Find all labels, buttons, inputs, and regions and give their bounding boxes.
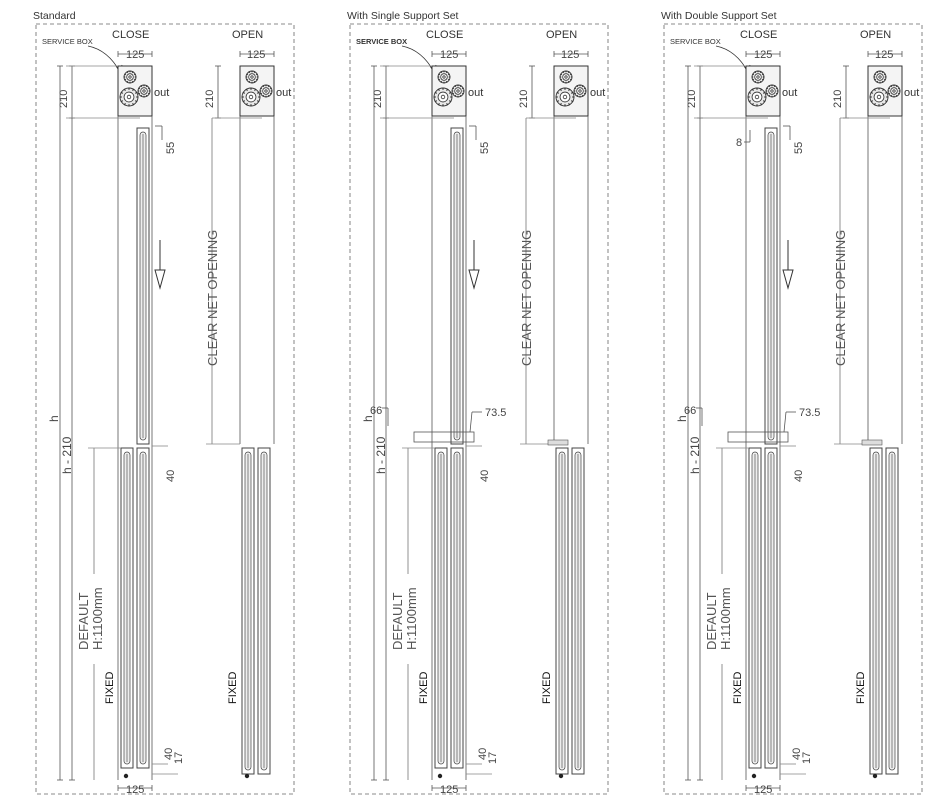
panel-title: With Double Support Set xyxy=(661,10,777,22)
fixed-close-label: FIXED xyxy=(418,672,430,704)
dim-40-mid: 40 xyxy=(479,470,491,482)
open-label: OPEN xyxy=(232,29,263,41)
leader-line xyxy=(715,45,749,73)
direction-arrow-icon xyxy=(154,269,166,290)
close-label: CLOSE xyxy=(426,29,463,41)
dim-17: 17 xyxy=(801,752,813,764)
dim-top-open: 125 xyxy=(247,49,265,61)
panel-title: With Single Support Set xyxy=(347,10,459,22)
dim-17: 17 xyxy=(173,752,185,764)
support-set xyxy=(413,431,475,443)
default-label: DEFAULT xyxy=(704,592,719,650)
panel-frame xyxy=(663,23,923,795)
dim-40-mid: 40 xyxy=(793,470,805,482)
bottom-roller xyxy=(558,773,564,779)
dim-h: h xyxy=(47,415,61,422)
fixed-open-label: FIXED xyxy=(855,672,867,704)
height-label: H:1100mm xyxy=(718,587,733,650)
bottom-roller xyxy=(244,773,250,779)
fixed-open-label: FIXED xyxy=(541,672,553,704)
dim-17: 17 xyxy=(487,752,499,764)
bottom-roller xyxy=(123,773,129,779)
panel-3: With Double Support Set SERVICE BOX CLOSE O… xyxy=(661,10,923,796)
out-label-close: out xyxy=(154,87,169,99)
dim-bottom: 125 xyxy=(126,784,144,796)
dim-210-open: 210 xyxy=(832,90,844,108)
height-label: H:1100mm xyxy=(90,587,105,650)
dim-40-bottom: 40 xyxy=(163,748,175,760)
out-label-close: out xyxy=(782,87,797,99)
bottom-roller xyxy=(437,773,443,779)
dim-top-open: 125 xyxy=(561,49,579,61)
default-label: DEFAULT xyxy=(390,592,405,650)
dim-40-bottom: 40 xyxy=(477,748,489,760)
dim-h-210: h - 210 xyxy=(374,436,388,474)
close-label: CLOSE xyxy=(112,29,149,41)
dim-h-210: h - 210 xyxy=(688,436,702,474)
clear-net-opening: CLEAR NET OPENING xyxy=(519,230,534,366)
dim-top-open: 125 xyxy=(875,49,893,61)
dim-210-close: 210 xyxy=(686,90,698,108)
direction-arrow-icon xyxy=(782,269,794,290)
out-label-open: out xyxy=(590,87,605,99)
out-label-close: out xyxy=(468,87,483,99)
service-box-label: SERVICE BOX xyxy=(42,37,93,46)
clear-net-opening: CLEAR NET OPENING xyxy=(833,230,848,366)
dim-h-210: h - 210 xyxy=(60,436,74,474)
panel-frame xyxy=(349,23,609,795)
dim-210-close: 210 xyxy=(58,90,70,108)
dim-210-open: 210 xyxy=(518,90,530,108)
dim-top-close: 125 xyxy=(440,49,458,61)
clear-net-opening: CLEAR NET OPENING xyxy=(205,230,220,366)
dim-210-close: 210 xyxy=(372,90,384,108)
support-set xyxy=(727,431,789,443)
panel-1: Standard SERVICE BOX CLOSE OPEN 125 125 out out… xyxy=(33,10,295,796)
fixed-open-label: FIXED xyxy=(227,672,239,704)
open-label: OPEN xyxy=(860,29,891,41)
direction-arrow-icon xyxy=(468,269,480,290)
dim-top-close: 125 xyxy=(754,49,772,61)
open-label: OPEN xyxy=(546,29,577,41)
dim-h: h xyxy=(361,415,375,422)
dim-210-open: 210 xyxy=(204,90,216,108)
dim-66: 66 xyxy=(684,405,696,417)
default-label: DEFAULT xyxy=(76,592,91,650)
bottom-roller xyxy=(872,773,878,779)
dim-73-5: 73.5 xyxy=(485,407,506,419)
out-label-open: out xyxy=(276,87,291,99)
close-label: CLOSE xyxy=(740,29,777,41)
bottom-roller xyxy=(751,773,757,779)
out-label-open: out xyxy=(904,87,919,99)
panel-2: With Single Support Set SERVICE BOX CLOSE O… xyxy=(347,10,609,796)
dim-bottom: 125 xyxy=(440,784,458,796)
panel-title: Standard xyxy=(33,10,76,22)
panel-frame xyxy=(35,23,295,795)
height-label: H:1100mm xyxy=(404,587,419,650)
fixed-close-label: FIXED xyxy=(732,672,744,704)
fixed-close-label: FIXED xyxy=(104,672,116,704)
dim-8: 8 xyxy=(736,137,742,149)
dim-66: 66 xyxy=(370,405,382,417)
dim-73-5: 73.5 xyxy=(799,407,820,419)
leader-line xyxy=(87,45,121,73)
dim-h: h xyxy=(675,415,689,422)
dim-55: 55 xyxy=(165,142,177,154)
dim-55: 55 xyxy=(479,142,491,154)
dim-40-mid: 40 xyxy=(165,470,177,482)
dim-40-bottom: 40 xyxy=(791,748,803,760)
dim-55: 55 xyxy=(793,142,805,154)
dim-bottom: 125 xyxy=(754,784,772,796)
service-box-label: SERVICE BOX xyxy=(356,37,407,46)
panels-root: Standard SERVICE BOX CLOSE OPEN 125 125 out out… xyxy=(33,10,923,796)
dim-top-close: 125 xyxy=(126,49,144,61)
leader-line xyxy=(401,45,435,73)
service-box-label: SERVICE BOX xyxy=(670,37,721,46)
